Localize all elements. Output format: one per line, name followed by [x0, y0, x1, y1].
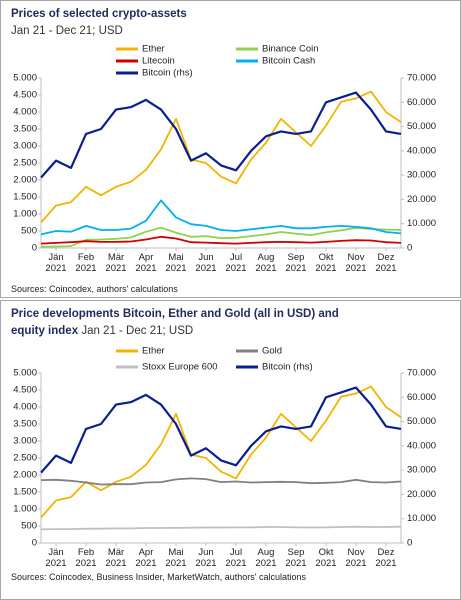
legend-label: Litecoin	[142, 56, 175, 67]
x-tick-label: Mai 2021	[165, 252, 187, 274]
y-tick-label: 1.500	[13, 192, 37, 203]
y-tick-label: 3.500	[13, 419, 37, 430]
chart-title: Price developments Bitcoin, Ether and Go…	[11, 308, 339, 337]
y-tick-label: 500	[21, 521, 37, 532]
y2-tick-label: 30.000	[407, 465, 436, 476]
series-line	[40, 90, 402, 224]
y-tick-label: 3.000	[13, 436, 37, 447]
y-tick-label: 5.000	[13, 368, 37, 379]
series-line	[40, 386, 402, 474]
x-tick-label: Feb 2021	[75, 252, 97, 274]
y-tick-label: 4.500	[13, 385, 37, 396]
y2-tick-label: 40.000	[407, 145, 436, 156]
series-line	[40, 385, 402, 519]
x-tick-label: Jun 2021	[195, 547, 217, 569]
legend-label: Gold	[262, 346, 282, 357]
x-tick-label: Dez 2021	[375, 547, 397, 569]
x-tick-label: Apr 2021	[135, 547, 157, 569]
legend-label: Bitcoin (rhs)	[142, 68, 193, 79]
legend-label: Stoxx Europe 600	[142, 362, 218, 373]
x-tick-label: Jul 2021	[225, 547, 247, 569]
y-tick-label: 0	[32, 243, 37, 254]
header: Prices of selected crypto-assets Jan 21 …	[11, 6, 341, 40]
x-tick-label: Mai 2021	[165, 547, 187, 569]
panel: Price developments Bitcoin, Ether and Go…	[0, 300, 461, 600]
source: Sources: Coincodex, Business Insider, Ma…	[11, 572, 307, 582]
y2-tick-label: 0	[407, 243, 412, 254]
y-tick-label: 4.000	[13, 107, 37, 118]
source: Sources: Coincodex, authors' calculation…	[11, 284, 178, 294]
chart: 0 500 1.000 1.500 2.000 2.500 3.000 3.500 4.000 4…	[13, 346, 436, 549]
chart-title: Prices of selected crypto-assets	[11, 8, 187, 20]
chart-subtitle: Jan 21 - Dec 21; USD	[81, 325, 194, 337]
y-tick-label: 5.000	[13, 73, 37, 84]
legend-label: Bitcoin Cash	[262, 56, 315, 67]
legend-label: Bitcoin (rhs)	[262, 362, 313, 373]
x-tick-label: Okt 2021	[315, 547, 337, 569]
x-tick-label: Jän 2021	[45, 252, 67, 274]
series-line	[40, 226, 402, 248]
y-tick-label: 500	[21, 226, 37, 237]
y-tick-label: 3.500	[13, 124, 37, 135]
x-tick-label: Aug 2021	[255, 547, 277, 569]
y2-tick-label: 70.000	[407, 368, 436, 379]
y2-tick-label: 0	[407, 538, 412, 549]
panel: Prices of selected crypto-assets Jan 21 …	[0, 0, 461, 298]
series-line	[40, 199, 402, 236]
x-tick-label: Mär 2021	[105, 252, 127, 274]
x-tick-label: Sep 2021	[285, 252, 307, 274]
y2-tick-label: 10.000	[407, 513, 436, 524]
y2-tick-label: 20.000	[407, 489, 436, 500]
y-tick-label: 3.000	[13, 141, 37, 152]
y-tick-label: 0	[32, 538, 37, 549]
y2-tick-label: 60.000	[407, 392, 436, 403]
y-tick-label: 4.000	[13, 402, 37, 413]
y-tick-label: 2.000	[13, 175, 37, 186]
x-tick-label: Mär 2021	[105, 547, 127, 569]
x-tick-label: Jul 2021	[225, 252, 247, 274]
y2-tick-label: 60.000	[407, 97, 436, 108]
series-line	[40, 235, 402, 245]
x-tick-label: Okt 2021	[315, 252, 337, 274]
x-tick-label: Jän 2021	[45, 547, 67, 569]
y2-tick-label: 30.000	[407, 170, 436, 181]
legend-label: Binance Coin	[262, 44, 319, 55]
legend-label: Ether	[142, 44, 165, 55]
series-line	[40, 477, 402, 486]
x-tick-label: Aug 2021	[255, 252, 277, 274]
y-tick-label: 1.000	[13, 209, 37, 220]
y2-tick-label: 50.000	[407, 416, 436, 427]
y2-tick-label: 40.000	[407, 440, 436, 451]
y-tick-label: 1.000	[13, 504, 37, 515]
y-tick-label: 2.000	[13, 470, 37, 481]
y-tick-label: 2.500	[13, 453, 37, 464]
chart-subtitle: Jan 21 - Dec 21; USD	[11, 25, 123, 37]
y-tick-label: 2.500	[13, 158, 37, 169]
y2-tick-label: 50.000	[407, 121, 436, 132]
y-tick-label: 1.500	[13, 487, 37, 498]
header: Price developments Bitcoin, Ether and Go…	[11, 306, 341, 340]
y-tick-label: 4.500	[13, 90, 37, 101]
y2-tick-label: 20.000	[407, 194, 436, 205]
series-line	[40, 525, 402, 531]
y2-tick-label: 70.000	[407, 73, 436, 84]
x-tick-label: Dez 2021	[375, 252, 397, 274]
chart: 0 500 1.000 1.500 2.000 2.500 3.000 3.500 4.000 4…	[13, 44, 436, 254]
x-tick-label: Jun 2021	[195, 252, 217, 274]
legend-label: Ether	[142, 346, 165, 357]
x-tick-label: Apr 2021	[135, 252, 157, 274]
x-tick-label: Nov 2021	[345, 547, 367, 569]
x-tick-label: Feb 2021	[75, 547, 97, 569]
series-line	[40, 91, 402, 179]
y2-tick-label: 10.000	[407, 218, 436, 229]
x-tick-label: Nov 2021	[345, 252, 367, 274]
x-tick-label: Sep 2021	[285, 547, 307, 569]
